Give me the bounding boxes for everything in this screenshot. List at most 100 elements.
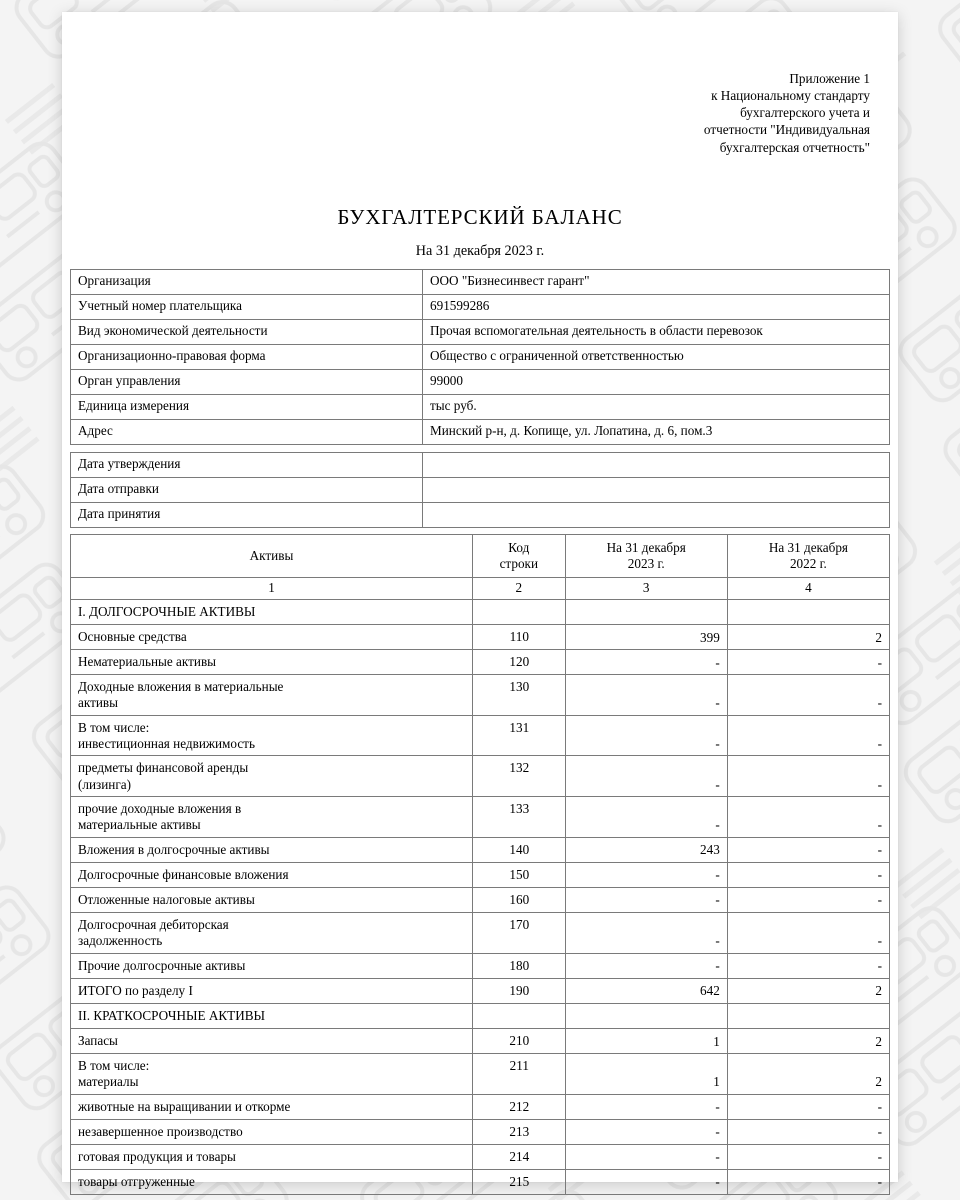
date-value <box>422 502 890 528</box>
document-page: Приложение 1 к Национальному стандарту б… <box>62 12 898 1195</box>
value-2023: - <box>564 886 728 913</box>
row-code: 212 <box>471 1093 566 1120</box>
asset-label-line2: задолженность <box>78 933 163 949</box>
asset-label: товары отгруженные <box>70 1168 473 1195</box>
value-2022: - <box>726 673 891 716</box>
value-2023: 1 <box>564 1027 728 1054</box>
header-row-code: Код строки <box>471 533 566 579</box>
asset-label-line2: активы <box>78 695 118 711</box>
appendix-line-2: к Национальному стандарту <box>711 88 870 104</box>
table-row: Дата отправки <box>70 477 890 503</box>
header-period-2023: На 31 декабря 2023 г. <box>564 533 728 579</box>
header-assets: Активы <box>70 533 473 579</box>
value-2022: - <box>726 714 891 757</box>
row-code: 180 <box>471 952 566 979</box>
date-label: Дата утверждения <box>70 452 423 478</box>
table-row: предметы финансовой аренды (лизинга) 132- - <box>70 755 891 798</box>
table-row: прочие доходные вложения в материальные а… <box>70 796 891 838</box>
table-row: Дата утверждения <box>70 452 890 478</box>
dates-table-body: Дата утверждения Дата отправки Дата прин… <box>70 452 890 528</box>
asset-label: Долгосрочная дебиторская задолженность <box>70 911 473 954</box>
value-2022: - <box>726 1118 891 1145</box>
asset-label: Отложенные налоговые активы <box>70 886 473 913</box>
asset-label: Вложения в долгосрочные активы <box>70 836 473 863</box>
row-code <box>471 1002 566 1029</box>
info-value: Минский р-н, д. Копище, ул. Лопатина, д.… <box>422 419 890 445</box>
value-2022: - <box>726 1143 891 1170</box>
row-code: 211 <box>471 1052 566 1095</box>
row-code: 120 <box>471 648 566 675</box>
value-2023: - <box>564 1118 728 1145</box>
table-row: В том числе: материалы 211 1 2 <box>70 1052 891 1095</box>
info-value: 99000 <box>422 369 890 395</box>
date-value <box>422 452 890 478</box>
value-2022: - <box>726 861 891 888</box>
table-row: Долгосрочные финансовые вложения 150- - <box>70 861 891 888</box>
info-value: 691599286 <box>422 294 890 320</box>
balance-table-body: I. ДОЛГОСРОЧНЫЕ АКТИВЫ Основные средства 1… <box>70 598 891 1195</box>
asset-label-line2: инвестиционная недвижимость <box>78 735 255 751</box>
value-2022: 2 <box>726 977 891 1004</box>
row-code: 170 <box>471 911 566 954</box>
appendix-reference: Приложение 1 к Национальному стандарту б… <box>450 70 870 156</box>
asset-label: В том числе: инвестиционная недвижимость <box>70 714 473 757</box>
table-row: готовая продукция и товары 214- - <box>70 1143 891 1170</box>
document-title: БУХГАЛТЕРСКИЙ БАЛАНС <box>337 205 623 229</box>
organization-info-body: Организация ООО "Бизнесинвест гарант" Уч… <box>70 269 890 445</box>
balance-assets-table: Активы Код строки На 31 декабря 2023 г. … <box>70 533 891 1195</box>
info-label: Организационно-правовая форма <box>70 344 423 370</box>
appendix-line-5: бухгалтерская отчетность" <box>719 139 870 155</box>
asset-label-line2: материалы <box>78 1074 139 1090</box>
value-2023: - <box>564 1143 728 1170</box>
value-2023: 1 <box>564 1052 728 1095</box>
value-2022: - <box>726 648 891 675</box>
row-code: 150 <box>471 861 566 888</box>
table-row: Прочие долгосрочные активы 180- - <box>70 952 891 979</box>
row-code: 214 <box>471 1143 566 1170</box>
value-2022: - <box>726 952 891 979</box>
info-label: Учетный номер плательщика <box>70 294 423 320</box>
value-2023: - <box>564 796 728 838</box>
asset-label: прочие доходные вложения в материальные а… <box>70 796 473 838</box>
value-2022: - <box>726 755 891 798</box>
date-label: Дата принятия <box>70 502 423 528</box>
asset-label: ИТОГО по разделу I <box>70 977 473 1004</box>
asset-label: Прочие долгосрочные активы <box>70 952 473 979</box>
date-label: Дата отправки <box>70 477 423 503</box>
info-value: ООО "Бизнесинвест гарант" <box>422 269 890 295</box>
table-row: Нематериальные активы 120- - <box>70 648 891 675</box>
info-value: тыс руб. <box>422 394 890 420</box>
table-row: Дата принятия <box>70 502 890 528</box>
balance-table-head: Активы Код строки На 31 декабря 2023 г. … <box>70 533 891 600</box>
asset-label: готовая продукция и товары <box>70 1143 473 1170</box>
asset-label: Основные средства <box>70 623 473 650</box>
asset-label: В том числе: материалы <box>70 1052 473 1095</box>
row-code: 133 <box>471 796 566 838</box>
row-code: 140 <box>471 836 566 863</box>
column-number: 3 <box>564 577 728 600</box>
value-2023: - <box>564 714 728 757</box>
row-code: 213 <box>471 1118 566 1145</box>
section-heading: II. КРАТКОСРОЧНЫЕ АКТИВЫ <box>70 1002 473 1029</box>
table-row: Доходные вложения в материальные активы 13… <box>70 673 891 716</box>
organization-info-table: Организация ООО "Бизнесинвест гарант" Уч… <box>70 269 890 445</box>
info-label: Адрес <box>70 419 423 445</box>
table-row: Единица измерения тыс руб. <box>70 394 890 420</box>
column-number: 2 <box>471 577 566 600</box>
value-2023: - <box>564 1168 728 1195</box>
table-row: товары отгруженные 215- - <box>70 1168 891 1195</box>
value-2023: - <box>564 861 728 888</box>
date-value <box>422 477 890 503</box>
value-2022: 2 <box>726 1052 891 1095</box>
value-2023 <box>564 1002 728 1029</box>
value-2023: - <box>564 673 728 716</box>
table-header-row: Активы Код строки На 31 декабря 2023 г. … <box>70 533 891 579</box>
header-period-2022: На 31 декабря 2022 г. <box>726 533 891 579</box>
dates-table: Дата утверждения Дата отправки Дата прин… <box>70 452 890 528</box>
table-row: Вид экономической деятельности Прочая вс… <box>70 319 890 345</box>
asset-label-line2: материальные активы <box>78 817 201 833</box>
asset-label: Доходные вложения в материальные активы <box>70 673 473 716</box>
table-row: Отложенные налоговые активы 160- - <box>70 886 891 913</box>
header-v1-line1: На 31 декабря <box>606 540 686 555</box>
value-2022: - <box>726 1168 891 1195</box>
